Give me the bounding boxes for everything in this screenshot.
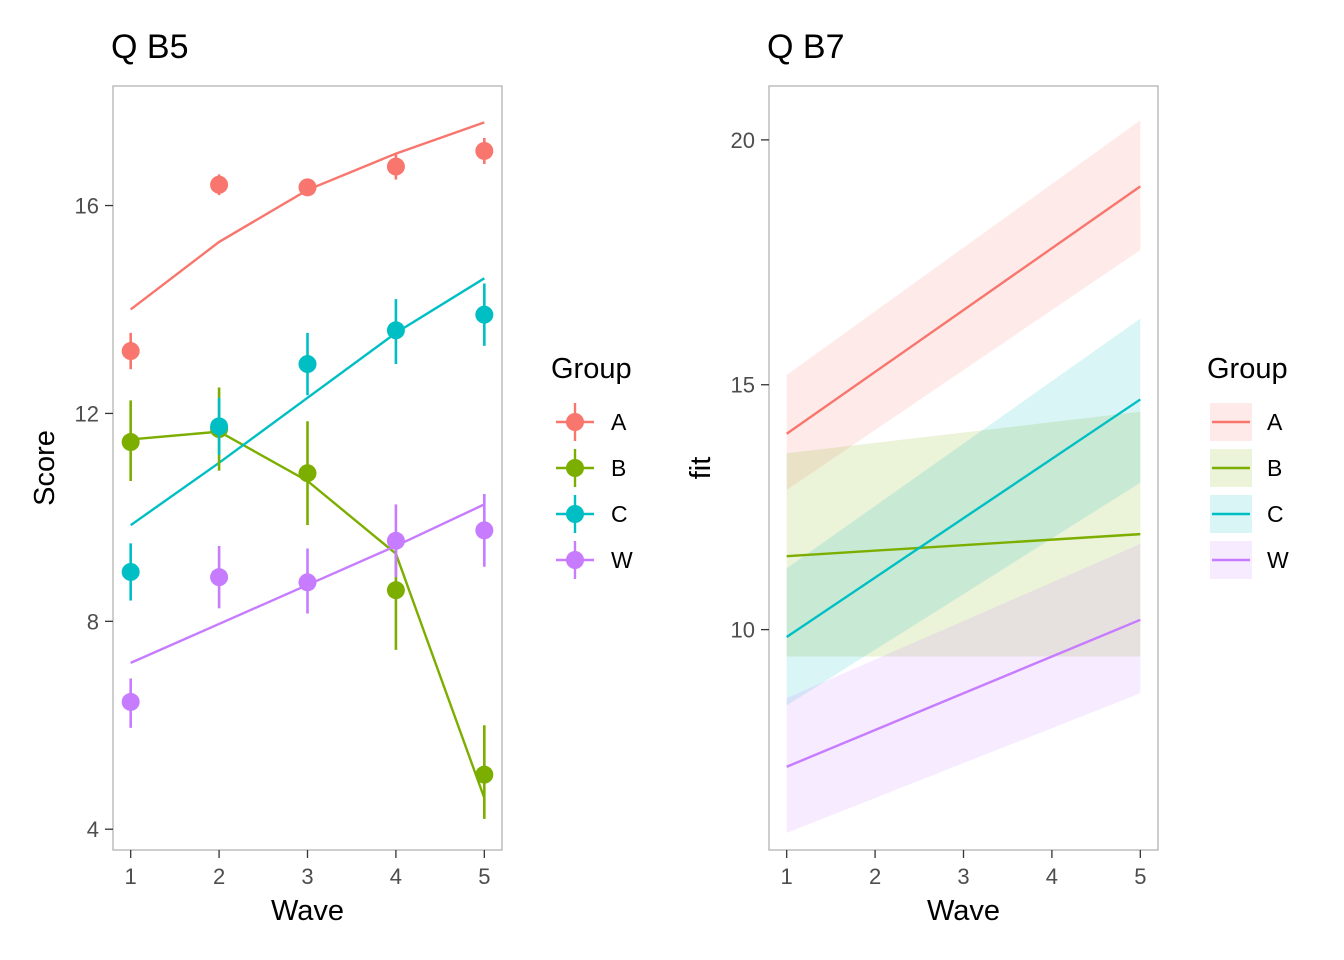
chart-title: Q B5 — [111, 28, 188, 66]
fit-line-A — [785, 185, 1142, 435]
ribbon-B — [786, 411, 1141, 657]
legend-item-B: B — [556, 449, 626, 487]
fit-line-C — [129, 277, 485, 527]
x-tick-label: 1 — [125, 864, 137, 889]
ribbon-W — [786, 543, 1141, 833]
legend-key-point — [566, 459, 584, 477]
x-tick-label: 3 — [301, 864, 313, 889]
point-W — [386, 531, 405, 550]
ribbon-C — [786, 318, 1141, 706]
y-axis-title: Score — [29, 430, 61, 506]
y-tick-label: 4 — [87, 817, 99, 842]
point-A — [386, 157, 405, 176]
legend-item-A: A — [556, 403, 627, 441]
point-B — [475, 765, 494, 784]
x-tick-label: 4 — [1046, 864, 1058, 889]
fit-line-W — [786, 618, 1141, 768]
legend-item-W: W — [556, 541, 633, 579]
y-axis-title: fit — [685, 457, 717, 480]
legend-label: A — [1267, 409, 1283, 435]
x-tick-label: 4 — [390, 864, 402, 889]
x-tick-label: 5 — [478, 864, 490, 889]
chart-title: Q B7 — [767, 28, 844, 66]
y-tick-label: 20 — [731, 128, 755, 153]
legend-label: A — [611, 409, 627, 435]
legend-label: W — [611, 547, 633, 573]
point-W — [298, 573, 317, 592]
x-tick-label: 2 — [869, 864, 881, 889]
y-tick-label: 10 — [731, 618, 755, 643]
ribbon-A — [786, 120, 1141, 491]
legend-item-C: C — [556, 495, 628, 533]
plot-area — [121, 121, 494, 819]
plot-area — [785, 120, 1142, 833]
point-C — [386, 321, 405, 340]
point-W — [121, 692, 140, 711]
point-A — [298, 178, 317, 197]
x-axis-title: Wave — [271, 895, 344, 927]
legend-key-point — [566, 413, 584, 431]
fit-line-A — [129, 121, 485, 311]
x-tick-label: 5 — [1134, 864, 1146, 889]
legend-key-point — [566, 505, 584, 523]
x-tick-label: 3 — [957, 864, 969, 889]
y-tick-label: 15 — [731, 373, 755, 398]
legend-label: B — [611, 455, 626, 481]
point-W — [475, 521, 494, 540]
legend-label: W — [1267, 547, 1289, 573]
point-C — [210, 417, 229, 436]
point-A — [121, 342, 140, 361]
fit-line-B — [786, 532, 1141, 558]
legend-label: C — [611, 501, 628, 527]
legend-label: C — [1267, 501, 1284, 527]
fit-line-C — [786, 398, 1141, 638]
legend-key-point — [566, 551, 584, 569]
y-tick-label: 8 — [87, 609, 99, 634]
legend-item-W: W — [1210, 541, 1289, 579]
point-C — [121, 562, 140, 581]
legend-label: B — [1267, 455, 1282, 481]
point-A — [210, 175, 229, 194]
legend-item-C: C — [1210, 495, 1284, 533]
point-A — [475, 141, 494, 160]
point-C — [298, 355, 317, 374]
point-W — [210, 568, 229, 587]
point-B — [121, 433, 140, 452]
x-tick-label: 1 — [781, 864, 793, 889]
legend-title: Group — [1207, 353, 1288, 385]
point-C — [475, 305, 494, 324]
legend-item-A: A — [1210, 403, 1283, 441]
y-tick-label: 12 — [75, 401, 99, 426]
point-B — [298, 464, 317, 483]
y-tick-label: 16 — [75, 194, 99, 219]
legend-item-B: B — [1210, 449, 1282, 487]
x-axis-title: Wave — [927, 895, 1000, 927]
x-tick-label: 2 — [213, 864, 225, 889]
legend-title: Group — [551, 353, 632, 385]
point-B — [386, 581, 405, 600]
